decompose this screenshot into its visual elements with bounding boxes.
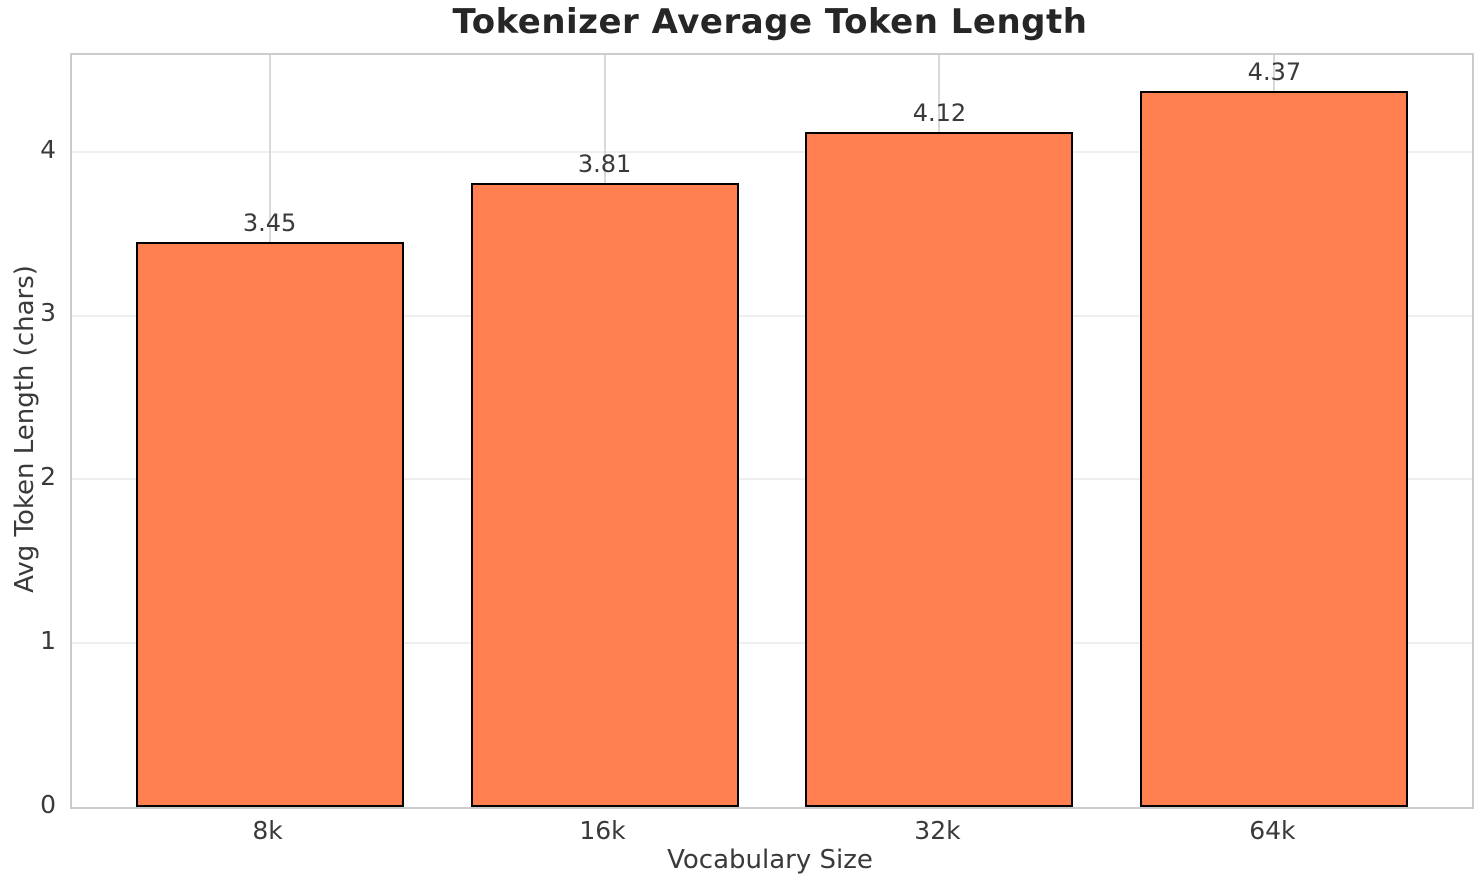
bars-layer: 3.45 3.81 4.12 4.37 <box>72 55 1472 807</box>
bar-value-label: 3.81 <box>577 149 632 178</box>
bar <box>470 182 739 807</box>
bar-value-label: 4.12 <box>912 99 967 128</box>
x-tick-label: 16k <box>579 816 626 845</box>
y-tick-label: 0 <box>40 790 56 819</box>
bar-value-label: 3.45 <box>242 208 297 237</box>
x-tick-label: 8k <box>252 816 283 845</box>
bar <box>1140 91 1409 807</box>
bar-value-label: 4.37 <box>1247 58 1302 87</box>
y-tick-label: 3 <box>40 298 56 328</box>
y-tick-label: 1 <box>40 626 56 656</box>
x-tick-label: 64k <box>1249 816 1296 845</box>
plot-area: 3.45 3.81 4.12 4.37 <box>70 53 1474 809</box>
bar <box>805 132 1074 807</box>
h-gridline <box>72 150 1472 153</box>
x-axis-label: Vocabulary Size <box>667 845 873 875</box>
y-tick-label: 2 <box>40 462 56 492</box>
bar <box>135 241 404 807</box>
h-gridline <box>72 642 1472 645</box>
h-gridline <box>72 314 1472 317</box>
h-gridline <box>72 478 1472 481</box>
chart-title: Tokenizer Average Token Length <box>452 2 1088 42</box>
y-tick-label: 4 <box>40 134 56 164</box>
x-tick-label: 32k <box>914 816 961 845</box>
